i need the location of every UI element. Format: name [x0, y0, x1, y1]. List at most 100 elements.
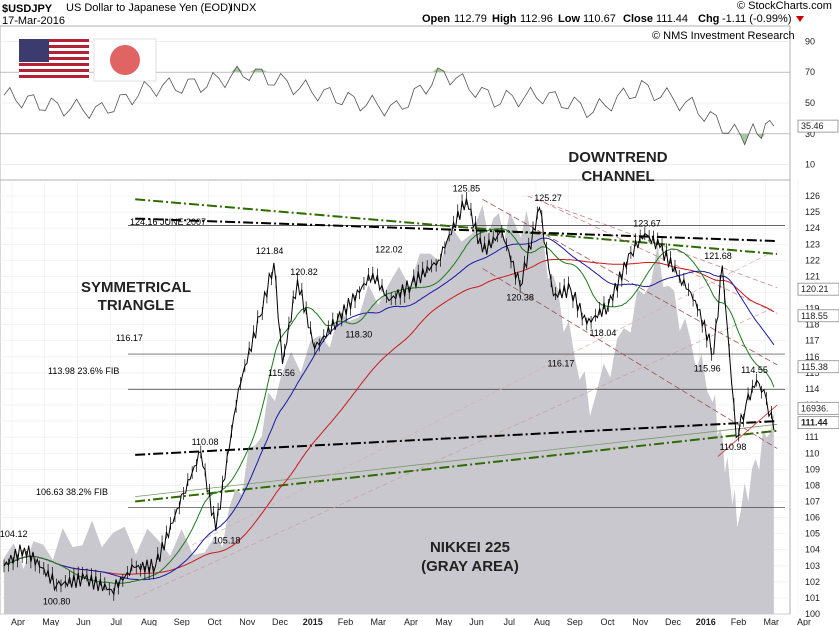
upper-green-trendline: [135, 198, 778, 255]
low-label: Low: [558, 13, 580, 25]
x-tick-label: May: [435, 617, 453, 626]
high-label: High: [492, 13, 517, 25]
channel-mid: [537, 198, 778, 314]
point-label: 105.18: [213, 535, 241, 545]
instrument-name: US Dollar to Japanese Yen (EOD): [66, 2, 232, 14]
x-tick-label: Jul: [110, 617, 122, 626]
flag-stripe: [19, 39, 89, 42]
flag-stripe: [19, 69, 89, 72]
channel-bottom: [482, 268, 778, 449]
point-label: 104.12: [0, 529, 27, 539]
x-tick-label: 2016: [696, 617, 716, 626]
close-label: Close: [623, 13, 653, 25]
down-arrow-icon: [796, 16, 804, 22]
downtrend-label: DOWNTREND: [568, 149, 667, 166]
price-tick-label: 123: [805, 239, 820, 249]
price-tick-label: 126: [805, 191, 820, 201]
x-tick-label: Sep: [174, 617, 190, 626]
right-label-box: [797, 401, 839, 415]
lower-black-trendline: [135, 420, 778, 456]
x-tick-label: Jun: [76, 617, 91, 626]
long-support-2: [135, 252, 772, 575]
upper-black-trendline: [135, 217, 778, 243]
price-tick-label: 116: [805, 352, 819, 362]
price-marks: [3, 192, 772, 601]
june-2007-label: 124.16 JUNE 2007: [130, 217, 206, 227]
x-tick-label: Dec: [665, 617, 682, 626]
fib-236-label: 113.98 23.6% FIB: [48, 366, 119, 376]
right-label-box: [797, 282, 839, 296]
price-tick-label: 117: [805, 336, 819, 346]
source-credit: © StockCharts.com: [737, 0, 832, 12]
price-tick-label: 106: [805, 513, 820, 523]
right-label-box: [797, 309, 839, 323]
open-value: 112.79: [454, 13, 487, 25]
x-axis: Apr May Jun Jul Aug Sep Oct Nov Dec 2015 Feb Mar Apr…: [11, 617, 811, 626]
gray-area-label: (GRAY AREA): [421, 558, 519, 575]
point-label: 115.96: [694, 363, 721, 373]
point-label: 114.55: [741, 365, 768, 375]
price-tick-label: 103: [805, 561, 820, 571]
symbol: $USDJPY: [2, 3, 53, 15]
channel-label: CHANNEL: [581, 168, 654, 185]
triangle-label: TRIANGLE: [98, 297, 175, 314]
symmetrical-label: SYMMETRICAL: [81, 279, 191, 296]
flag-stripe: [19, 45, 89, 48]
x-tick-label: Apr: [11, 617, 25, 626]
point-label: 120.38: [506, 293, 534, 303]
price-tick-label: 122: [805, 255, 820, 265]
price-tick-label: 104: [805, 545, 820, 555]
point-label: 110.08: [192, 437, 219, 447]
point-label: 115.56: [268, 368, 295, 378]
x-tick-label: Mar: [764, 617, 780, 626]
price-tick-label: 118: [805, 320, 819, 330]
thin-green-line: [135, 423, 778, 498]
right-label: 16936.: [801, 403, 829, 413]
ma200-line: [3, 259, 775, 575]
price-tick-label: 125: [805, 207, 820, 217]
price-tick-label: 105: [805, 529, 820, 539]
right-axis-labels: 120.21 118.55 115.38 16936. 111.44: [797, 282, 839, 430]
right-label-box: [797, 360, 839, 374]
channel-line: [527, 195, 778, 289]
price-tick-label: 114: [805, 384, 819, 394]
ma100-line: [3, 237, 775, 581]
x-tick-label: Aug: [534, 617, 550, 626]
point-label: 121.68: [704, 251, 732, 261]
x-tick-label: Feb: [338, 617, 354, 626]
point-label: 118.30: [345, 330, 372, 340]
x-tick-label: Mar: [371, 617, 387, 626]
flag-stripe: [19, 63, 89, 66]
x-tick-label: Apr: [797, 617, 811, 626]
point-label: 116.17: [548, 358, 575, 368]
rsi-grid: 10 30 50 70 90: [0, 36, 815, 170]
rsi-last-label: 35.46: [801, 121, 824, 131]
rsi-tick-label: 30: [805, 129, 815, 139]
right-label: 111.44: [801, 418, 828, 428]
price-tick-label: 101: [805, 593, 820, 603]
x-tick-label: Dec: [272, 617, 289, 626]
high-value: 112.96: [520, 13, 553, 25]
price-tick-label: 107: [805, 496, 820, 506]
right-label: 115.38: [801, 362, 828, 372]
point-label: 122.02: [375, 244, 403, 254]
horizontal-levels: [128, 225, 785, 508]
point-label: 110.98: [720, 442, 747, 452]
x-tick-label: Jun: [469, 617, 484, 626]
x-tick-label: Sep: [567, 617, 583, 626]
fib-382-label: 106.63 38.2% FIB: [36, 487, 108, 497]
price-tick-label: 110: [805, 448, 819, 458]
x-tick-label: Oct: [600, 617, 615, 626]
open-label: Open: [422, 13, 450, 25]
research-credit: © NMS Investment Research: [652, 30, 795, 42]
point-label: 118.04: [589, 328, 616, 338]
rsi-tick-label: 70: [805, 67, 815, 77]
price-line: [3, 198, 775, 597]
x-tick-label: Aug: [141, 617, 157, 626]
flag-stripe: [19, 75, 89, 78]
price-tick-label: 102: [805, 577, 820, 587]
point-label: 120.82: [290, 267, 318, 277]
short-red-line: [717, 404, 778, 457]
level-11617-label: 116.17: [116, 333, 143, 343]
